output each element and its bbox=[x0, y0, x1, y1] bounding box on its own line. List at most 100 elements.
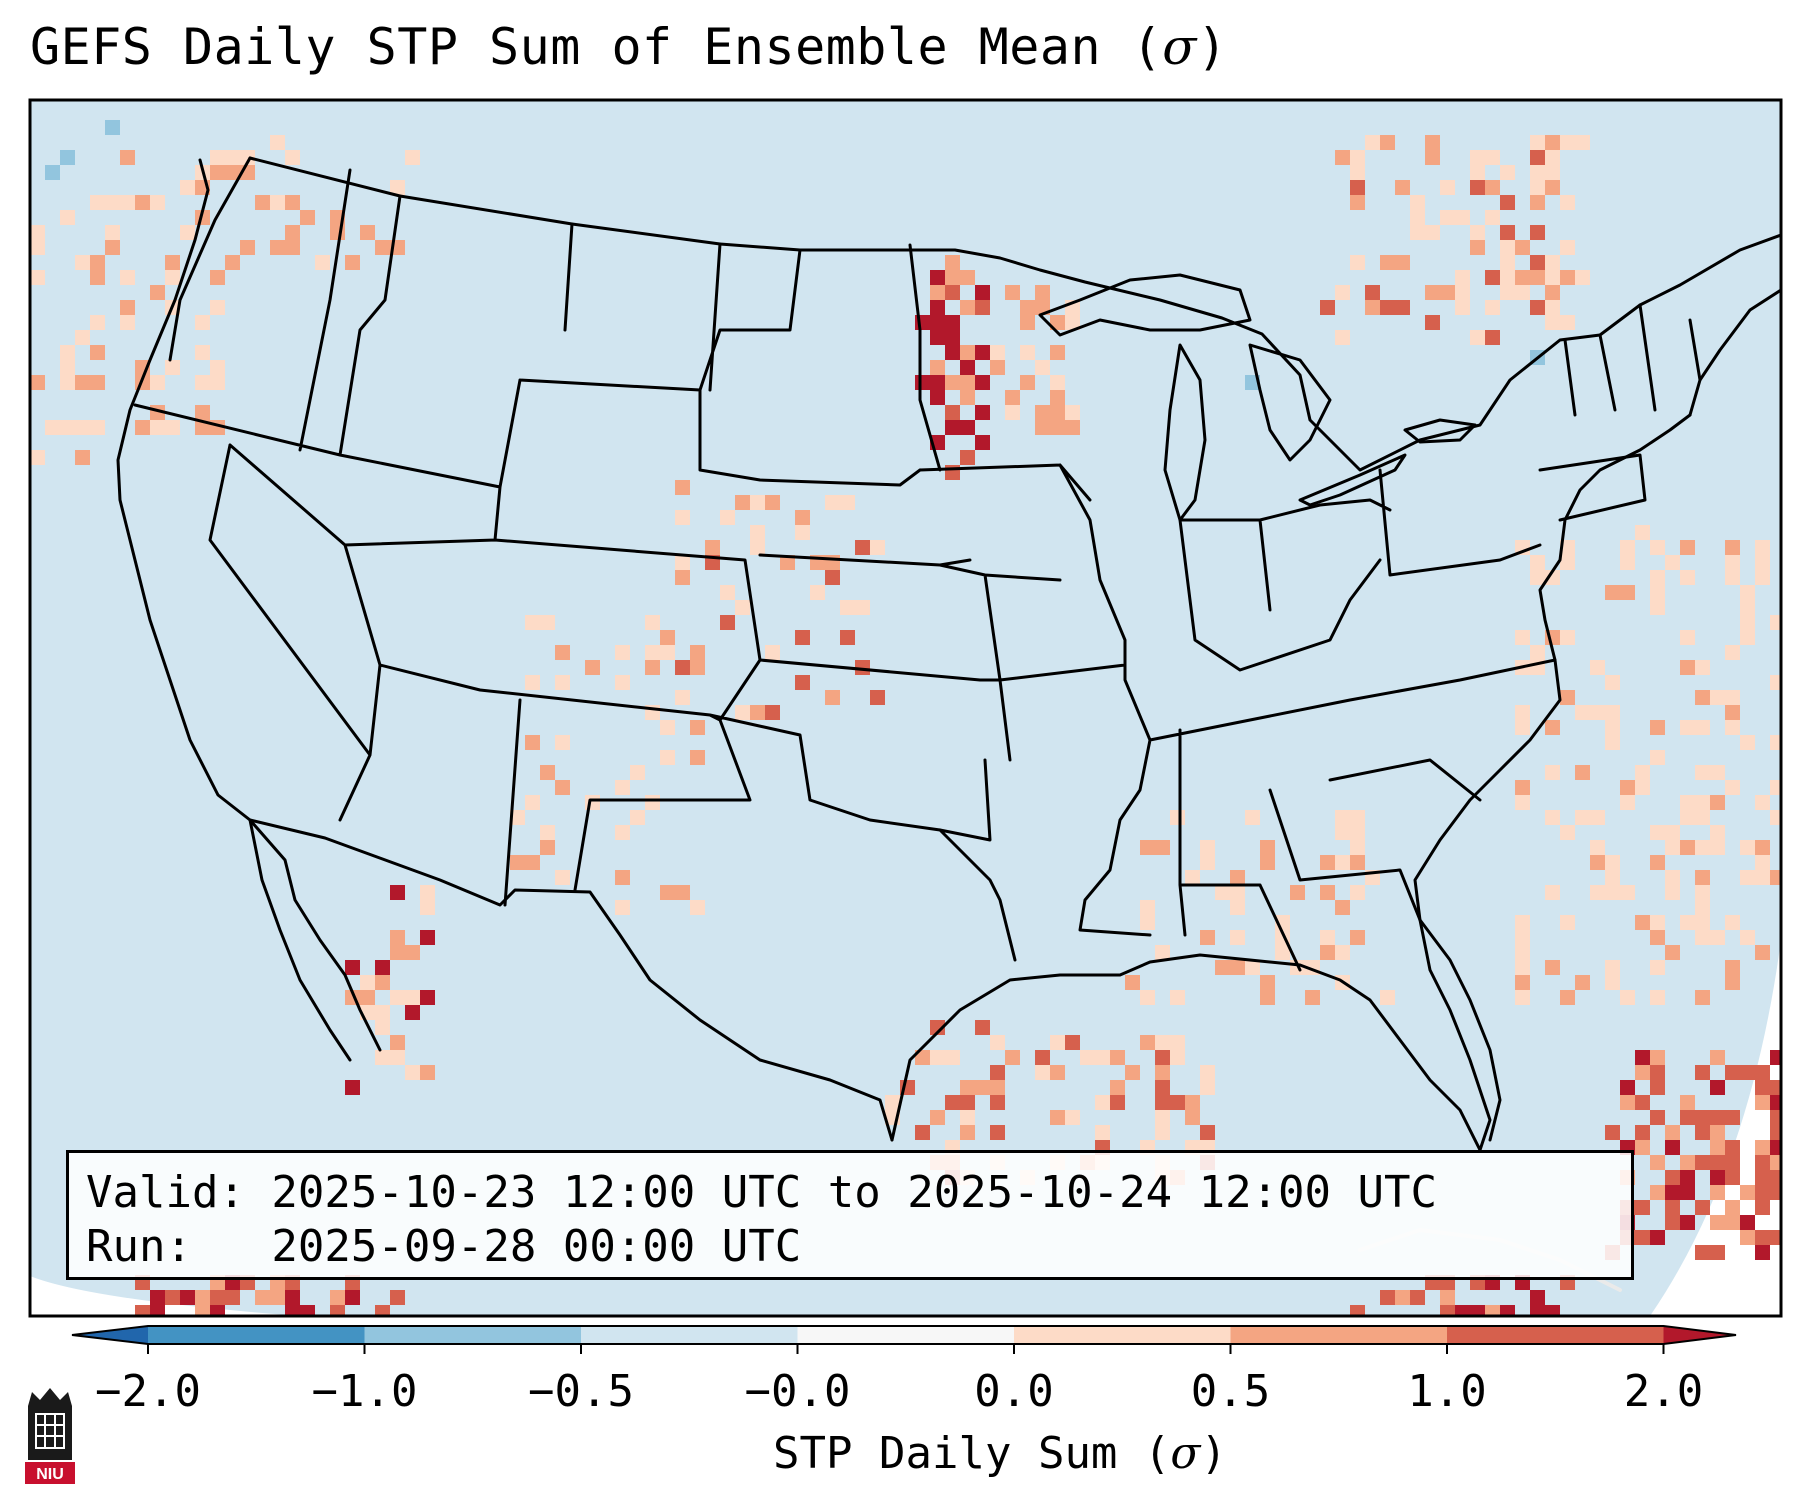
colorbar-tick-label: 2.0 bbox=[1623, 1366, 1704, 1417]
anomaly-cell bbox=[945, 405, 960, 420]
anomaly-cell bbox=[615, 825, 630, 840]
anomaly-cell bbox=[1380, 1290, 1395, 1305]
lake-huron bbox=[1248, 343, 1332, 462]
anomaly-cell bbox=[1770, 1050, 1781, 1065]
anomaly-cell bbox=[1515, 960, 1530, 975]
anomaly-cell bbox=[1230, 870, 1245, 885]
anomaly-cell bbox=[1575, 810, 1590, 825]
colorbar-tick-label: −1.0 bbox=[311, 1366, 418, 1417]
anomaly-cell bbox=[1530, 225, 1545, 240]
anomaly-cell bbox=[1560, 540, 1575, 555]
lake-michigan bbox=[1163, 343, 1207, 522]
anomaly-cell bbox=[225, 150, 240, 165]
anomaly-cell bbox=[750, 525, 765, 540]
logo-text: NIU bbox=[36, 1466, 64, 1483]
anomaly-cell bbox=[720, 585, 735, 600]
anomaly-cell bbox=[165, 1290, 180, 1305]
anomaly-cell bbox=[210, 1305, 225, 1316]
anomaly-cell bbox=[1635, 1050, 1650, 1065]
anomaly-cell bbox=[945, 330, 960, 345]
anomaly-cell bbox=[930, 1020, 945, 1035]
anomaly-cell bbox=[1095, 1050, 1110, 1065]
anomaly-cell bbox=[1170, 1035, 1185, 1050]
anomaly-cell bbox=[285, 150, 300, 165]
anomaly-cell bbox=[1755, 1095, 1770, 1110]
anomaly-cell bbox=[1740, 1230, 1755, 1245]
anomaly-cell bbox=[690, 720, 705, 735]
anomaly-cell bbox=[90, 270, 105, 285]
anomaly-cell bbox=[945, 1095, 960, 1110]
anomaly-cell bbox=[540, 765, 555, 780]
anomaly-cell bbox=[240, 240, 255, 255]
anomaly-cell bbox=[1575, 975, 1590, 990]
anomaly-cell bbox=[1770, 780, 1781, 795]
anomaly-cell bbox=[1335, 900, 1350, 915]
anomaly-cell bbox=[1020, 375, 1035, 390]
anomaly-cell bbox=[945, 255, 960, 270]
anomaly-cell bbox=[1650, 915, 1665, 930]
title-sigma-symbol: σ bbox=[1162, 18, 1197, 76]
anomaly-cell bbox=[1650, 1110, 1665, 1125]
anomaly-cell bbox=[1770, 1110, 1781, 1125]
anomaly-cell bbox=[180, 225, 195, 240]
anomaly-cell bbox=[1785, 1215, 1800, 1230]
anomaly-cell bbox=[1335, 855, 1350, 870]
anomaly-cell bbox=[960, 450, 975, 465]
anomaly-cell bbox=[1620, 540, 1635, 555]
anomaly-cell bbox=[1560, 270, 1575, 285]
anomaly-cell bbox=[1785, 1095, 1800, 1110]
anomaly-cell bbox=[1530, 300, 1545, 315]
anomaly-cell bbox=[1650, 600, 1665, 615]
anomaly-cell bbox=[960, 390, 975, 405]
anomaly-cell bbox=[1335, 330, 1350, 345]
colorbar-bin bbox=[797, 1326, 1015, 1344]
anomaly-cell bbox=[1470, 180, 1485, 195]
anomaly-cell bbox=[1710, 840, 1725, 855]
anomaly-cell bbox=[1560, 825, 1575, 840]
anomaly-cell bbox=[1440, 1305, 1455, 1316]
anomaly-cell bbox=[1410, 1290, 1425, 1305]
anomaly-cell bbox=[1755, 1245, 1770, 1260]
anomaly-cell bbox=[1365, 285, 1380, 300]
colorbar-bin bbox=[1014, 1326, 1231, 1344]
anomaly-cell bbox=[60, 420, 75, 435]
logo-window-grid bbox=[35, 1413, 65, 1449]
anomaly-cell bbox=[210, 165, 225, 180]
anomaly-cell bbox=[1635, 1125, 1650, 1140]
anomaly-cell bbox=[870, 540, 885, 555]
anomaly-cell bbox=[1575, 765, 1590, 780]
anomaly-cell bbox=[225, 255, 240, 270]
anomaly-cell bbox=[1035, 405, 1050, 420]
anomaly-cell bbox=[1185, 870, 1200, 885]
anomaly-cell bbox=[210, 360, 225, 375]
anomaly-cell bbox=[1770, 735, 1781, 750]
anomaly-cell bbox=[1230, 960, 1245, 975]
anomaly-cell bbox=[360, 990, 375, 1005]
anomaly-cell bbox=[1515, 945, 1530, 960]
anomaly-cell bbox=[1440, 210, 1455, 225]
anomaly-cell bbox=[1710, 1080, 1725, 1095]
anomaly-cell bbox=[1665, 945, 1680, 960]
anomaly-cell bbox=[1590, 840, 1605, 855]
anomaly-cell bbox=[1545, 180, 1560, 195]
anomaly-cell bbox=[1635, 1065, 1650, 1080]
anomaly-cell bbox=[960, 345, 975, 360]
anomaly-cell bbox=[270, 1290, 285, 1305]
anomaly-cell bbox=[30, 270, 45, 285]
anomaly-cell bbox=[90, 345, 105, 360]
anomaly-cell bbox=[210, 300, 225, 315]
anomaly-cell bbox=[645, 615, 660, 630]
anomaly-cell bbox=[345, 1290, 360, 1305]
colorbar-under-arrow bbox=[72, 1326, 148, 1344]
anomaly-cell bbox=[1785, 1095, 1800, 1110]
anomaly-cell bbox=[1200, 1080, 1215, 1095]
anomaly-cell bbox=[1665, 1140, 1680, 1155]
anomaly-cell bbox=[1395, 300, 1410, 315]
anomaly-cell bbox=[1785, 1065, 1800, 1080]
anomaly-cell bbox=[420, 930, 435, 945]
anomaly-cell bbox=[1350, 840, 1365, 855]
anomaly-cell bbox=[1485, 150, 1500, 165]
anomaly-cell bbox=[885, 1095, 900, 1110]
anomaly-cell bbox=[540, 825, 555, 840]
anomaly-cell bbox=[1020, 345, 1035, 360]
